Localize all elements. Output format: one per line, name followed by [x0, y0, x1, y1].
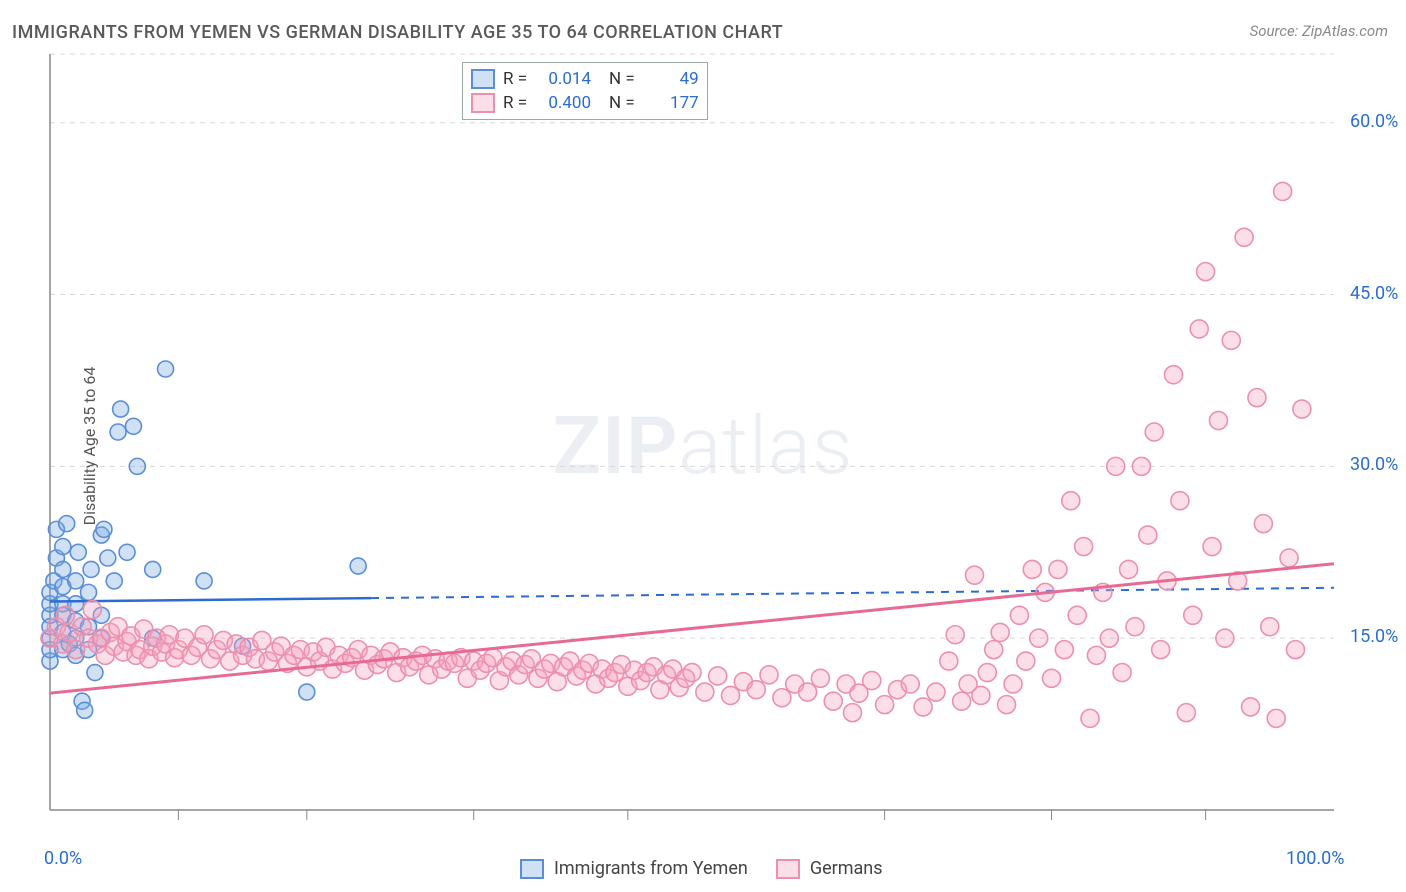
stat-r-label: R =: [503, 93, 527, 113]
x-tick-label: 0.0%: [44, 848, 82, 869]
stat-r-value: 0.014: [535, 69, 591, 89]
stat-n-label: N =: [609, 69, 635, 89]
stat-n-value: 177: [643, 93, 699, 113]
y-tick-label: 15.0%: [1350, 626, 1398, 647]
stat-r-label: R =: [503, 69, 527, 89]
y-tick-label: 45.0%: [1350, 283, 1398, 304]
stats-row: R = 0.400 N = 177: [471, 91, 699, 115]
legend-item: Germans: [776, 858, 883, 879]
series-swatch: [471, 69, 495, 89]
series-swatch: [471, 93, 495, 113]
y-tick-label: 30.0%: [1350, 454, 1398, 475]
y-tick-label: 60.0%: [1350, 111, 1398, 132]
legend-swatch: [520, 859, 544, 879]
legend-item: Immigrants from Yemen: [520, 858, 748, 879]
legend-label: Immigrants from Yemen: [554, 858, 748, 879]
stat-n-label: N =: [609, 93, 635, 113]
legend-swatch: [776, 859, 800, 879]
stat-n-value: 49: [643, 69, 699, 89]
stats-legend-box: R = 0.014 N = 49 R = 0.400 N = 177: [462, 62, 708, 120]
x-tick-label: 100.0%: [1286, 848, 1344, 869]
plot-svg: [0, 0, 1406, 892]
stats-row: R = 0.014 N = 49: [471, 67, 699, 91]
legend-label: Germans: [810, 858, 883, 879]
correlation-chart: IMMIGRANTS FROM YEMEN VS GERMAN DISABILI…: [0, 0, 1406, 892]
stat-r-value: 0.400: [535, 93, 591, 113]
bottom-legend: Immigrants from Yemen Germans: [520, 858, 883, 879]
